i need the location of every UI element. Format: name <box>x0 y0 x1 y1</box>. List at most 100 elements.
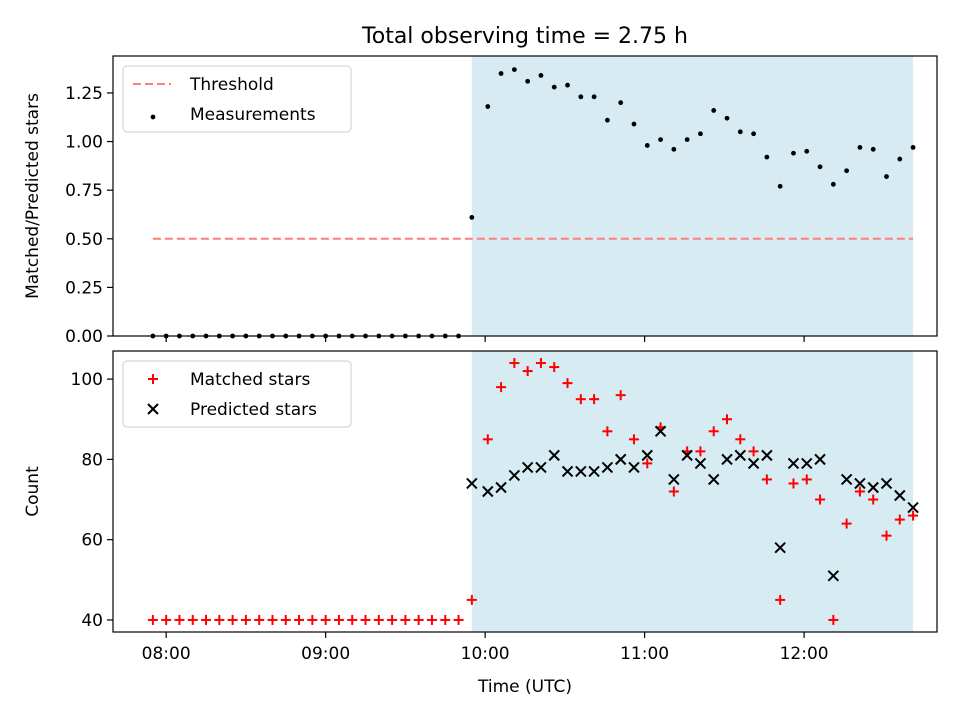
marker-stroke <box>641 449 653 462</box>
data-point <box>508 469 521 482</box>
legend-label: Threshold <box>189 75 274 95</box>
data-point <box>867 481 879 494</box>
x-tick-label: 09:00 <box>301 644 350 664</box>
data-point <box>280 614 291 625</box>
y-tick-label: 100 <box>71 370 103 390</box>
marker-stroke <box>880 477 893 490</box>
marker-stroke <box>521 461 534 474</box>
legend-swatch <box>147 403 159 415</box>
data-point <box>549 362 560 373</box>
y-tick-label: 0.50 <box>65 230 103 250</box>
chart-title: Total observing time = 2.75 h <box>361 24 688 49</box>
marker-stroke <box>907 501 919 514</box>
y-tick-label: 0.25 <box>65 278 103 298</box>
data-point <box>360 614 371 625</box>
data-point <box>775 594 786 605</box>
data-point <box>708 426 719 437</box>
data-point <box>201 614 212 625</box>
data-point <box>870 146 876 152</box>
y-tick-label: 1.25 <box>65 84 103 104</box>
data-point <box>525 78 531 84</box>
y-axis-label: Count <box>23 466 43 517</box>
data-point <box>347 614 358 625</box>
data-point <box>684 137 690 143</box>
data-point <box>788 478 799 489</box>
data-point <box>602 426 613 437</box>
data-point <box>466 477 478 490</box>
axes-frame <box>112 350 938 633</box>
marker-stroke <box>761 449 773 462</box>
data-point <box>551 84 557 90</box>
data-point <box>575 394 586 405</box>
marker-stroke <box>894 489 906 502</box>
data-point <box>734 449 747 462</box>
marker-stroke <box>614 453 627 466</box>
data-point <box>814 453 826 466</box>
data-point <box>214 614 225 625</box>
data-point <box>854 477 866 490</box>
data-point <box>413 614 424 625</box>
data-point <box>695 446 706 457</box>
data-point <box>373 614 384 625</box>
data-point <box>694 457 707 470</box>
data-point <box>426 614 437 625</box>
marker-stroke <box>588 465 600 478</box>
panel-ratio: 0.00 0.25 0.50 0.75 1.00 1.25 Matched/Predicte… <box>23 55 938 347</box>
data-point <box>722 414 733 425</box>
legend: Threshold Measurements <box>122 65 352 133</box>
data-point <box>815 494 826 505</box>
data-point <box>538 73 544 78</box>
data-point <box>562 378 573 389</box>
data-point <box>535 358 546 369</box>
data-point <box>844 168 850 174</box>
marker-stroke <box>575 465 587 478</box>
marker-stroke <box>561 465 574 478</box>
data-point <box>641 449 653 462</box>
data-point <box>387 614 398 625</box>
data-point <box>628 434 639 445</box>
data-point <box>498 71 504 76</box>
data-point <box>614 453 627 466</box>
data-point <box>801 474 812 485</box>
legend-label: Measurements <box>190 105 316 125</box>
data-point <box>711 108 717 113</box>
data-point <box>644 143 650 148</box>
data-point <box>897 156 903 162</box>
data-point <box>804 148 810 154</box>
data-point <box>761 449 773 462</box>
marker-stroke <box>801 457 813 470</box>
legend-box <box>122 65 352 133</box>
data-point <box>605 117 610 123</box>
data-point <box>618 100 624 106</box>
data-point <box>751 131 756 137</box>
data-point <box>466 594 477 605</box>
legend-swatch <box>148 374 158 384</box>
y-tick-label: 0.00 <box>65 327 103 347</box>
marker-stroke <box>854 477 866 490</box>
marker-stroke <box>601 461 614 474</box>
y-axis-label: Matched/Predicted stars <box>23 93 43 299</box>
y-tick-label: 80 <box>81 450 103 470</box>
data-point <box>884 174 889 179</box>
data-point <box>748 446 759 457</box>
data-point <box>482 485 494 498</box>
data-point <box>575 465 587 478</box>
data-point <box>453 614 464 625</box>
data-point <box>681 449 693 462</box>
data-point <box>910 144 916 150</box>
data-point <box>894 489 906 502</box>
data-point <box>174 614 185 625</box>
data-point <box>764 154 770 160</box>
data-point <box>817 164 823 170</box>
data-point <box>654 425 667 437</box>
axes-frame <box>112 55 938 337</box>
marker-stroke <box>495 481 507 494</box>
data-point <box>721 453 733 466</box>
data-point <box>535 461 547 474</box>
data-point <box>668 473 680 486</box>
data-point <box>469 214 475 220</box>
data-point <box>668 486 679 497</box>
data-point <box>658 137 663 143</box>
data-point <box>628 461 640 474</box>
